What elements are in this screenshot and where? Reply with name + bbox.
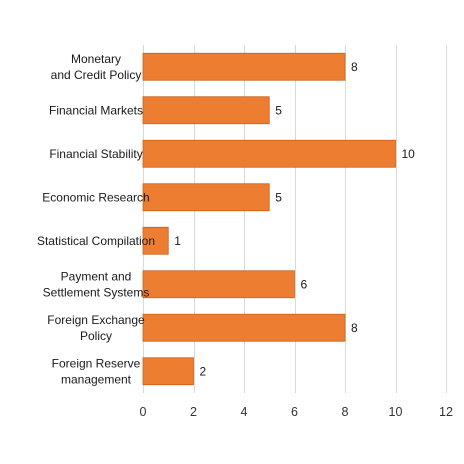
x-tick-label: 12 [439,405,453,419]
data-labels: 8 5 10 5 1 6 8 2 [174,60,415,379]
category-label: Statistical Compilation [37,234,155,248]
x-tick-label: 4 [241,405,248,419]
x-tick-label: 8 [342,405,349,419]
bar [142,270,295,299]
category-label: Settlement Systems [43,285,150,299]
bar [142,139,396,168]
data-label: 6 [301,277,308,291]
x-tick-label: 10 [389,405,403,419]
bar [142,226,169,255]
category-label: Financial Stability [49,147,142,161]
bar [142,183,270,212]
category-labels: Monetary and Credit Policy Financial Marke… [37,52,155,387]
data-label: 5 [275,103,282,117]
category-label: Financial Markets [49,103,143,117]
category-label: Monetary [71,52,121,66]
bar [142,357,194,386]
category-label: Foreign Reserve [52,356,141,370]
category-label: and Credit Policy [51,68,142,82]
data-label: 5 [275,190,282,204]
category-label: Policy [80,329,112,343]
category-label: Payment and [61,269,132,283]
data-label: 1 [174,234,181,248]
data-label: 10 [402,147,416,161]
x-tick-label: 6 [291,405,298,419]
bar [142,313,346,342]
bars [142,52,396,386]
x-axis-ticks: 0 2 4 6 8 10 12 [140,405,453,419]
bar [142,96,270,125]
data-label: 2 [200,364,207,378]
category-label: Foreign Exchange [47,313,145,327]
x-tick-label: 0 [140,405,147,419]
x-tick-label: 2 [190,405,197,419]
data-label: 8 [351,60,358,74]
data-label: 8 [351,321,358,335]
category-label: Economic Research [42,190,149,204]
category-label: management [61,372,132,386]
bar [142,52,346,81]
